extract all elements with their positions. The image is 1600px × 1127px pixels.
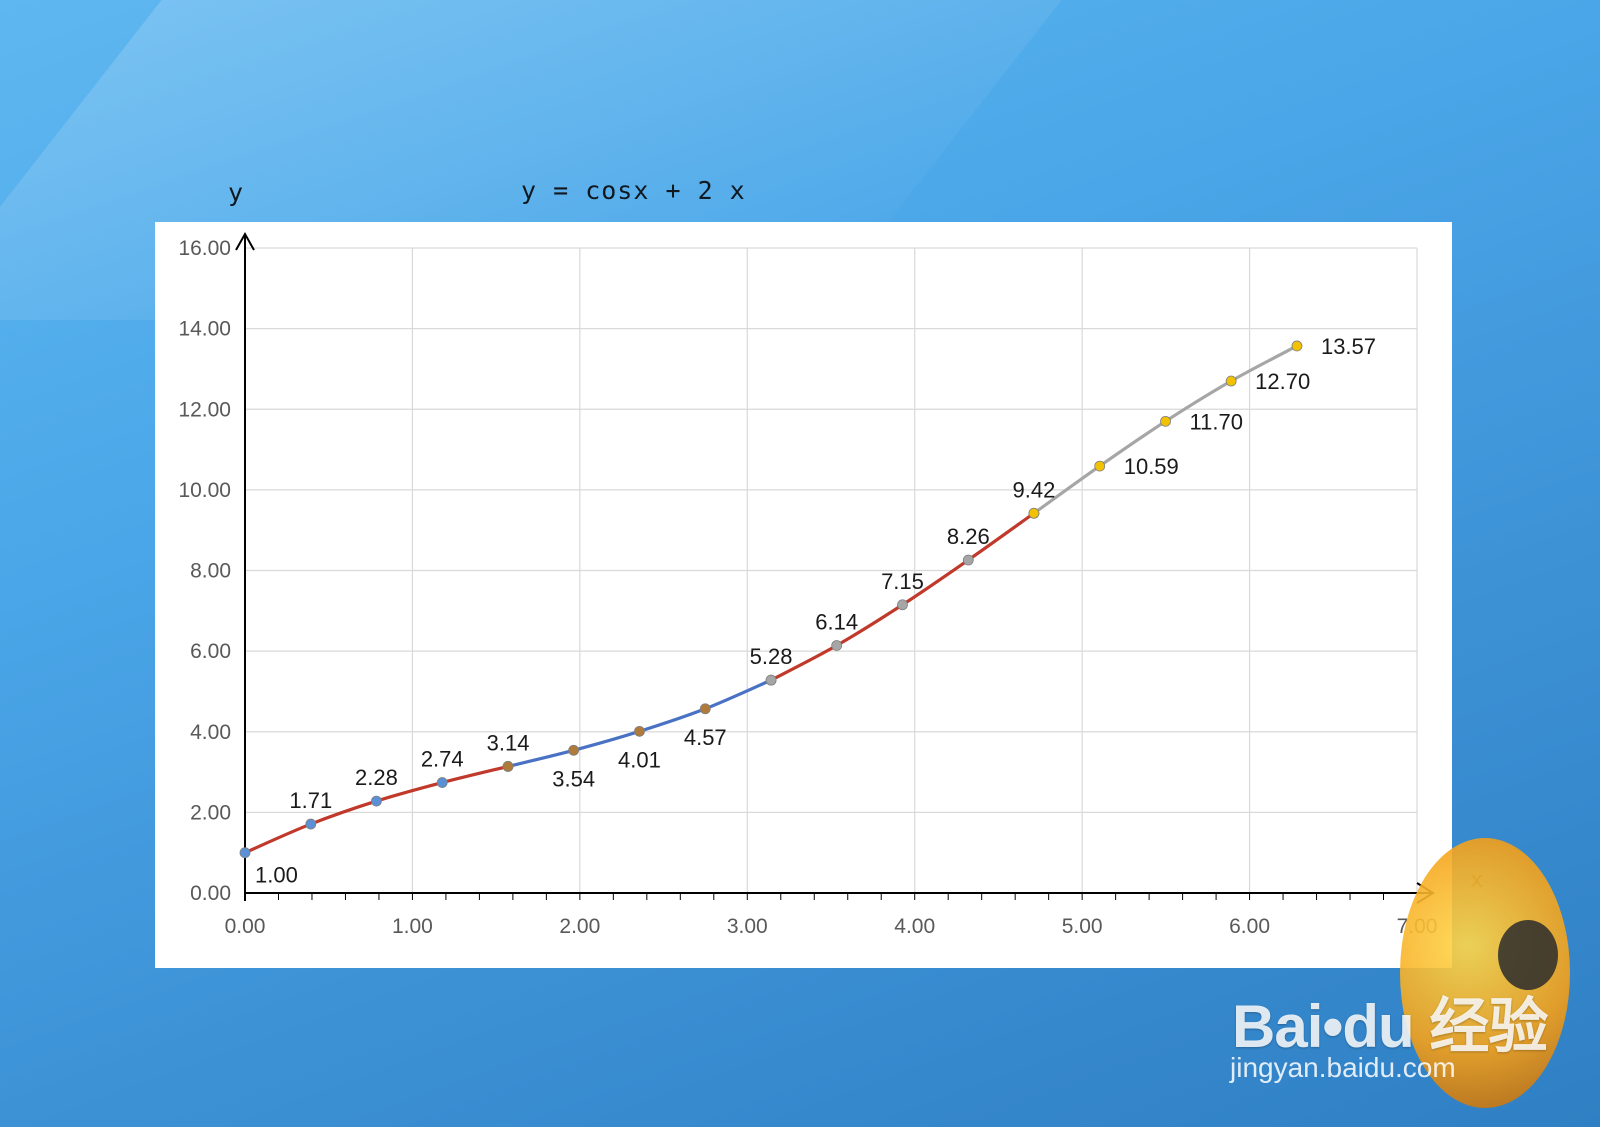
data-label: 4.57: [684, 725, 727, 750]
data-point: [1291, 340, 1303, 352]
data-point: [1225, 375, 1237, 387]
y-tick-label: 14.00: [178, 318, 231, 341]
data-point: [897, 599, 908, 611]
data-label: 7.15: [881, 569, 924, 594]
data-label: 10.59: [1124, 454, 1179, 479]
x-tick-label: 2.00: [559, 915, 600, 938]
x-tick-label: 5.00: [1062, 915, 1103, 938]
data-label: 3.14: [487, 730, 530, 755]
y-tick-label: 6.00: [190, 640, 231, 663]
data-label: 6.14: [815, 609, 858, 634]
data-label: 11.70: [1190, 409, 1243, 434]
data-label: 3.54: [552, 766, 595, 791]
y-tick-label: 10.00: [178, 479, 231, 502]
y-tick-label: 12.00: [178, 398, 231, 421]
data-point: [371, 795, 382, 807]
data-point: [962, 554, 974, 566]
data-point: [305, 818, 317, 830]
y-tick-label: 8.00: [190, 560, 231, 583]
data-label: 4.01: [618, 747, 661, 772]
data-label: 5.28: [750, 644, 793, 669]
baidu-watermark-url: jingyan.baidu.com: [1230, 1052, 1456, 1083]
x-tick-label: 3.00: [727, 915, 768, 938]
data-point: [765, 674, 777, 686]
data-label: 12.70: [1255, 369, 1310, 394]
x-tick-label: 1.00: [392, 915, 433, 938]
chart-title: y = cosx + 2 x: [521, 176, 746, 205]
series-line-3: [770, 511, 1035, 682]
data-label: 1.71: [289, 788, 332, 813]
x-tick-label: 0.00: [225, 915, 266, 938]
baidu-watermark-logo: Bai•du 经验: [1232, 993, 1548, 1060]
data-label: 13.57: [1321, 334, 1376, 359]
y-tick-label: 2.00: [190, 801, 231, 824]
line-chart: 0.00 2.00 4.00 6.00 8.00 10.00 12.00 14.00 16.00…: [178, 231, 1437, 938]
data-point: [239, 847, 251, 859]
data-point: [634, 725, 645, 737]
data-point: [568, 744, 580, 756]
data-label: 2.28: [355, 765, 398, 790]
y-axis-arrow-icon: [235, 231, 255, 251]
data-label: 2.74: [421, 747, 464, 772]
data-point: [1160, 415, 1171, 427]
data-label: 8.26: [947, 524, 990, 549]
data-point: [699, 703, 711, 715]
data-label: 9.42: [1013, 477, 1056, 502]
y-tick-label: 16.00: [178, 237, 231, 260]
y-tick-label: 0.00: [190, 882, 231, 905]
x-tick-label: 4.00: [894, 915, 935, 938]
data-label: 1.00: [255, 863, 298, 888]
x-tick-label: 6.00: [1229, 915, 1270, 938]
data-point: [1094, 460, 1106, 472]
data-point: [502, 761, 514, 772]
data-point: [831, 640, 843, 651]
y-tick-label: 4.00: [190, 721, 231, 744]
data-point: [436, 777, 448, 788]
data-point: [1028, 507, 1040, 519]
mascot-eyepatch-icon: [1498, 920, 1558, 990]
chart-panel: 0.00 2.00 4.00 6.00 8.00 10.00 12.00 14.00 16.00…: [155, 222, 1452, 968]
y-axis-title: y: [228, 178, 244, 207]
